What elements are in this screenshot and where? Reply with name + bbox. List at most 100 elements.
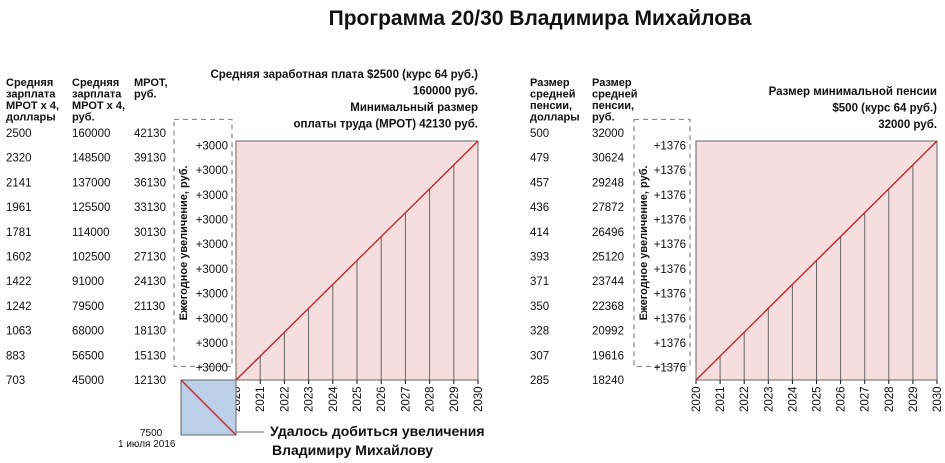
- pension-table-cell: 414: [530, 227, 550, 239]
- salary-column-header: Средняя: [72, 77, 119, 89]
- salary-table-cell: 36130: [134, 177, 166, 189]
- pension-annotation: 32000 руб.: [878, 119, 937, 131]
- salary-table-cell: 125500: [72, 202, 110, 214]
- pension-tick-label-2025: 2025: [812, 386, 824, 412]
- salary-increment-label: +3000: [196, 289, 228, 301]
- salary-table-cell: 15130: [134, 350, 166, 362]
- pension-tick-label-2024: 2024: [787, 386, 799, 412]
- pension-column-header: руб.: [592, 112, 615, 124]
- salary-table-cell: 1961: [6, 202, 32, 214]
- salary-chart: 2020 2021 2022 2023 2024 2025 2026 2027 2028 2029…: [6, 69, 485, 412]
- salary-start-diagonal: [180, 379, 237, 436]
- pension-table-cell: 436: [530, 202, 549, 214]
- pension-tick-label-2030: 2030: [932, 386, 944, 412]
- salary-trend-line: [235, 140, 479, 381]
- pension-tick-label-2022: 2022: [739, 386, 751, 412]
- salary-table-cell: 148500: [72, 153, 110, 165]
- salary-table-cell: 27130: [134, 252, 166, 264]
- pension-table-cell: 29248: [592, 177, 624, 189]
- salary-table-cell: 45000: [72, 375, 104, 387]
- pension-trend-line: [695, 140, 938, 381]
- salary-tick-label-2021: 2021: [255, 386, 267, 412]
- pension-increment-label: +1376: [654, 363, 686, 375]
- pension-column-header: средней: [530, 89, 575, 101]
- pension-increment-label: +1376: [654, 338, 686, 350]
- pension-table-cell: 18240: [592, 375, 624, 387]
- pension-tick-label-2027: 2027: [860, 386, 872, 412]
- pension-chart: 2020 2021 2022 2023 2024 2025 2026 2027 2028 2029…: [530, 77, 944, 412]
- pension-table-cell: 27872: [592, 202, 624, 214]
- salary-column-header: зарплата: [6, 89, 56, 101]
- pension-table-cell: 26496: [592, 227, 624, 239]
- salary-tick-label-2023: 2023: [304, 386, 316, 412]
- pension-table-cell: 20992: [592, 326, 624, 338]
- pension-table-cell: 19616: [592, 350, 624, 362]
- salary-column-header: руб.: [72, 112, 95, 124]
- salary-table-cell: 68000: [72, 326, 104, 338]
- salary-annotation: Минимальный размер: [350, 102, 478, 114]
- salary-annotation: 160000 руб.: [413, 86, 478, 98]
- pension-increment-label: +1376: [654, 214, 686, 226]
- salary-bracket-label: Ежегодное увеличение, руб.: [178, 165, 190, 320]
- pension-increment-label: +1376: [654, 239, 686, 251]
- salary-tick-label-2030: 2030: [473, 386, 485, 412]
- salary-tick-label-2022: 2022: [279, 386, 291, 412]
- salary-table-cell: 1781: [6, 227, 32, 239]
- salary-table-cell: 2320: [6, 153, 32, 165]
- salary-table-cell: 24130: [134, 276, 166, 288]
- salary-increment-label: +3000: [196, 338, 228, 350]
- pension-table-cell: 350: [530, 301, 549, 313]
- salary-table-cell: 30130: [134, 227, 166, 239]
- pension-increment-bracket: [633, 118, 691, 368]
- salary-table-cell: 1063: [6, 326, 32, 338]
- salary-increment-label: +3000: [196, 264, 228, 276]
- pension-tick-label-2023: 2023: [763, 386, 775, 412]
- pension-table-cell: 30624: [592, 153, 625, 165]
- salary-table-cell: 18130: [134, 326, 166, 338]
- page-title: Программа 20/30 Владимира Михайлова: [328, 7, 752, 30]
- salary-increment-label: +3000: [196, 313, 228, 325]
- pension-tick-label-2029: 2029: [908, 386, 920, 412]
- pension-column-header: доллары: [530, 112, 580, 124]
- salary-table-cell: 12130: [134, 375, 166, 387]
- pension-increment-label: +1376: [654, 165, 686, 177]
- pension-column-header: пенсии,: [530, 100, 572, 112]
- pension-column-header: средней: [592, 89, 637, 101]
- pension-table-cell: 479: [530, 153, 549, 165]
- salary-tick-label-2025: 2025: [352, 386, 364, 412]
- pension-annotation: $500 (курс 64 руб.): [832, 103, 937, 115]
- pension-increment-label: +1376: [654, 140, 686, 152]
- salary-column-header: МРОТ,: [134, 77, 168, 89]
- salary-column-header: Средняя: [6, 77, 53, 89]
- salary-table-cell: 114000: [72, 227, 110, 239]
- salary-increment-label: +3000: [196, 140, 228, 152]
- salary-table-cell: 33130: [134, 202, 166, 214]
- salary-callout-text: Удалось добиться увеличения: [270, 423, 485, 439]
- pension-table-cell: 328: [530, 326, 549, 338]
- salary-increment-bracket: [173, 118, 233, 368]
- pension-table-cell: 457: [530, 177, 549, 189]
- salary-column-header: МРОТ х 4,: [6, 100, 59, 112]
- pension-table-cell: 25120: [592, 252, 624, 264]
- salary-increment-label: +3000: [196, 190, 228, 202]
- pension-tick-label-2020: 2020: [691, 386, 703, 412]
- pension-table-cell: 23744: [592, 276, 625, 288]
- salary-column-header: зарплата: [72, 89, 122, 101]
- pension-table-cell: 285: [530, 375, 549, 387]
- salary-tick-label-2028: 2028: [425, 386, 437, 412]
- salary-tick-label-2029: 2029: [449, 386, 461, 412]
- pension-column-header: пенсии,: [592, 100, 634, 112]
- pension-table-cell: 393: [530, 252, 549, 264]
- pension-tick-label-2028: 2028: [884, 386, 896, 412]
- pension-table-cell: 371: [530, 276, 549, 288]
- salary-table-cell: 2141: [6, 177, 32, 189]
- pension-bracket-label: Ежегодное увеличение, руб.: [638, 165, 650, 320]
- pension-column-header: Размер: [530, 77, 570, 89]
- salary-column-header: руб.: [134, 89, 157, 101]
- salary-table-cell: 39130: [134, 153, 166, 165]
- salary-start-value: 7500: [140, 428, 163, 439]
- pension-column-header: Размер: [592, 77, 632, 89]
- salary-table-cell: 21130: [134, 301, 165, 313]
